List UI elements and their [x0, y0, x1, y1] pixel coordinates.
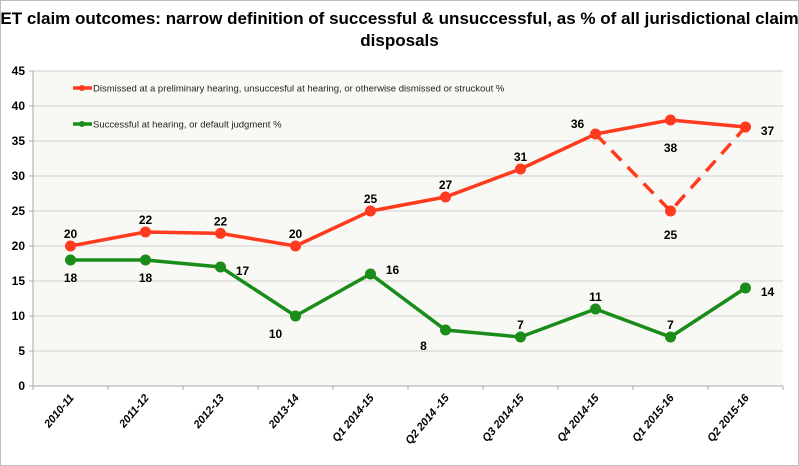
data-point — [365, 268, 376, 280]
x-tick-label: Q1 2015-16 — [630, 392, 677, 445]
data-label: 18 — [64, 271, 78, 285]
data-point — [365, 205, 376, 217]
y-tick-label: 20 — [12, 239, 26, 253]
x-tick-label: Q2 2015-16 — [705, 392, 752, 445]
x-tick-label: Q4 2014-15 — [555, 392, 602, 445]
y-tick-label: 0 — [18, 379, 25, 393]
y-tick-label: 45 — [12, 64, 26, 78]
data-label: 7 — [667, 318, 674, 332]
chart-title: ET claim outcomes: narrow definition of … — [0, 9, 799, 50]
data-point — [665, 114, 676, 126]
y-tick-label: 5 — [18, 344, 25, 358]
data-point — [215, 227, 226, 239]
data-point — [740, 121, 751, 133]
data-label: 37 — [761, 124, 775, 138]
data-label: 16 — [386, 263, 400, 277]
y-tick-label: 40 — [12, 99, 26, 113]
data-point — [665, 205, 676, 217]
y-tick-label: 35 — [12, 134, 26, 148]
data-label: 36 — [571, 117, 585, 131]
series-dismissed-dashed-line — [594, 125, 747, 214]
data-label: 8 — [420, 339, 427, 353]
data-point — [65, 254, 76, 266]
data-label: 18 — [139, 271, 153, 285]
y-tick-label: 15 — [12, 274, 26, 288]
data-point — [740, 282, 751, 294]
x-tick-label: Q3 2014-15 — [480, 392, 527, 445]
data-point — [290, 240, 301, 252]
data-point — [590, 128, 601, 140]
data-point — [590, 303, 601, 315]
data-label: 31 — [514, 150, 528, 164]
legend-marker — [79, 85, 85, 91]
data-point — [140, 226, 151, 238]
data-label: 27 — [439, 178, 453, 192]
legend-marker — [79, 121, 85, 127]
data-label: 10 — [269, 327, 283, 341]
y-tick-label: 25 — [12, 204, 26, 218]
legend-label: Dismissed at a preliminary hearing, unsu… — [93, 84, 505, 95]
x-tick-label: 2012-13 — [191, 392, 227, 431]
data-point — [440, 191, 451, 203]
data-label: 11 — [589, 290, 602, 304]
data-label: 17 — [236, 264, 250, 278]
x-tick-label: 2010-11 — [42, 392, 77, 431]
x-tick-label: Q2 2014 -15 — [403, 392, 452, 447]
data-point — [665, 331, 676, 343]
series-dismissed-line — [70, 118, 746, 248]
x-tick-label: 2011-12 — [117, 392, 152, 431]
x-tick-label: 2013-14 — [266, 392, 302, 431]
data-point — [440, 324, 451, 336]
data-label: 25 — [664, 228, 678, 242]
data-point — [215, 261, 226, 273]
data-label: 38 — [664, 141, 678, 155]
data-point — [290, 310, 301, 322]
series-successful-line — [70, 258, 747, 339]
y-tick-label: 30 — [12, 169, 26, 183]
data-label: 22 — [214, 214, 228, 228]
data-label: 20 — [289, 227, 303, 241]
data-label: 22 — [139, 213, 153, 227]
data-point — [515, 331, 526, 343]
data-label: 25 — [364, 192, 378, 206]
legend-label: Successful at hearing, or default judgme… — [93, 120, 282, 131]
data-point — [65, 240, 76, 252]
data-point — [140, 254, 151, 266]
data-label: 7 — [517, 318, 524, 332]
y-tick-label: 10 — [12, 309, 26, 323]
data-label: 14 — [761, 285, 775, 299]
data-label: 20 — [64, 227, 78, 241]
x-tick-label: Q1 2014-15 — [330, 392, 377, 445]
data-point — [515, 163, 526, 175]
